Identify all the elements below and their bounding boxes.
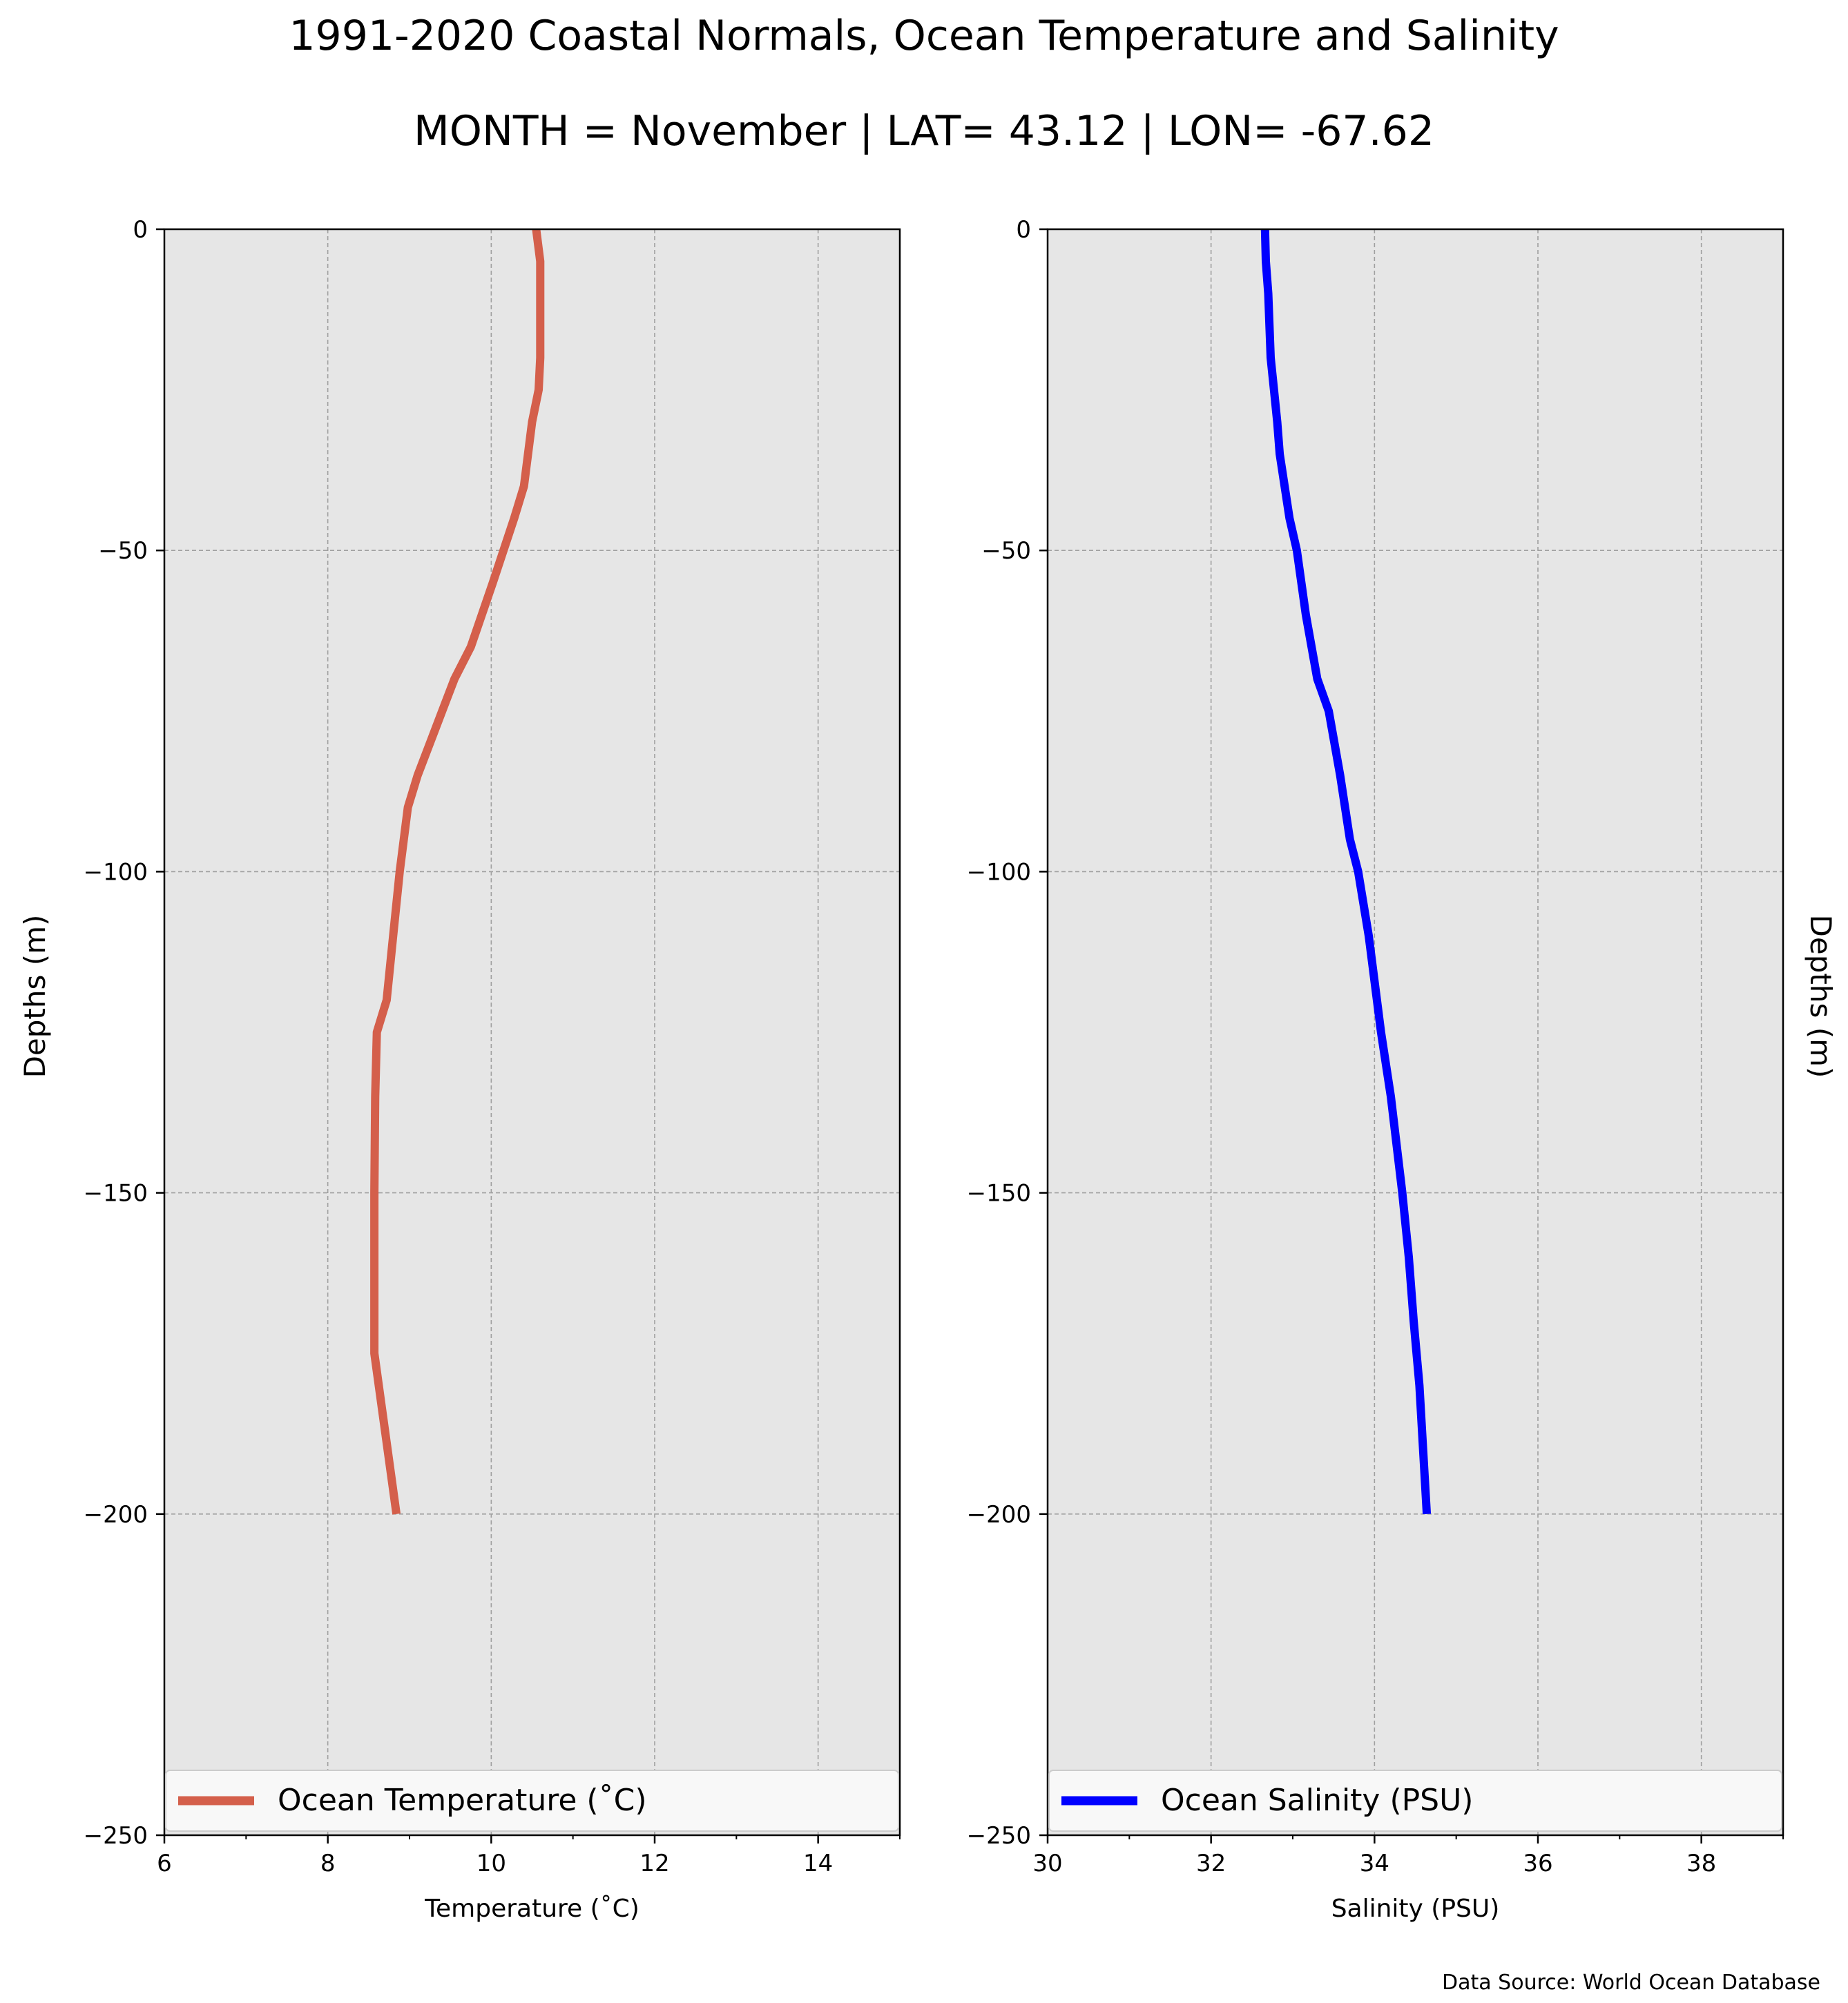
temperature-axes-frame [163,228,901,1837]
salinity-legend-label: Ocean Salinity (PSU) [1161,1783,1473,1818]
salinity-y-tick-label: −200 [967,1501,1031,1529]
salinity-y-tick-label: −100 [967,858,1031,886]
temperature-y-tick-label: −200 [84,1501,148,1529]
temperature-x-axis-label: Temperature (˚C) [424,1895,639,1923]
salinity-x-tick-label: 34 [1360,1850,1389,1877]
temperature-legend-box [165,1770,899,1832]
salinity-y-tick-label: 0 [1016,216,1031,244]
salinity-legend-box [1048,1770,1782,1832]
salinity-panel: 30 32 34 36 38 0 −50 −100 −150 −200 −250 Salinity (… [967,216,1784,1923]
salinity-x-tick-label: 30 [1032,1850,1062,1877]
salinity-series-line [1260,229,1432,1515]
temperature-x-tick-label: 8 [320,1850,336,1877]
salinity-x-tick-label: 38 [1686,1850,1716,1877]
temperature-y-tick-label: 0 [133,216,148,244]
temperature-x-tick-label: 14 [803,1850,833,1877]
salinity-plot-area [1048,229,1783,1835]
data-source-note: Data Source: World Ocean Database [1442,1971,1820,1995]
right-y-axis-label: Depths (m) [1804,915,1838,1078]
chart-subtitle: MONTH = November | LAT= 43.12 | LON= -67… [414,107,1434,155]
salinity-y-tick-label: −50 [981,537,1031,565]
salinity-x-axis-label: Salinity (PSU) [1331,1895,1500,1923]
salinity-x-tick-label: 36 [1523,1850,1552,1877]
salinity-y-tick-label: −250 [967,1822,1031,1850]
temperature-x-tick-label: 12 [639,1850,669,1877]
salinity-legend: Ocean Salinity (PSU) [1048,1770,1782,1832]
temperature-y-tick-label: −100 [84,858,148,886]
salinity-y-tick-label: −150 [967,1180,1031,1208]
temperature-x-tick-label: 10 [477,1850,506,1877]
temperature-panel: 6 8 10 12 14 0 −50 −100 −150 −200 −250 Temperature … [84,216,901,1923]
temperature-y-tick-label: −50 [98,537,148,565]
temperature-legend-label: Ocean Temperature (˚C) [278,1783,647,1818]
temperature-y-tick-label: −250 [84,1822,148,1850]
temperature-y-tick-label: −150 [84,1180,148,1208]
temperature-series-line [370,229,545,1515]
chart-title: 1991-2020 Coastal Normals, Ocean Tempera… [289,12,1559,60]
temperature-x-tick-label: 6 [157,1850,172,1877]
salinity-x-tick-label: 32 [1196,1850,1226,1877]
temperature-legend: Ocean Temperature (˚C) [165,1770,899,1832]
left-y-axis-label: Depths (m) [18,915,52,1078]
temperature-plot-area [164,229,900,1835]
salinity-axes-frame [1046,228,1784,1837]
